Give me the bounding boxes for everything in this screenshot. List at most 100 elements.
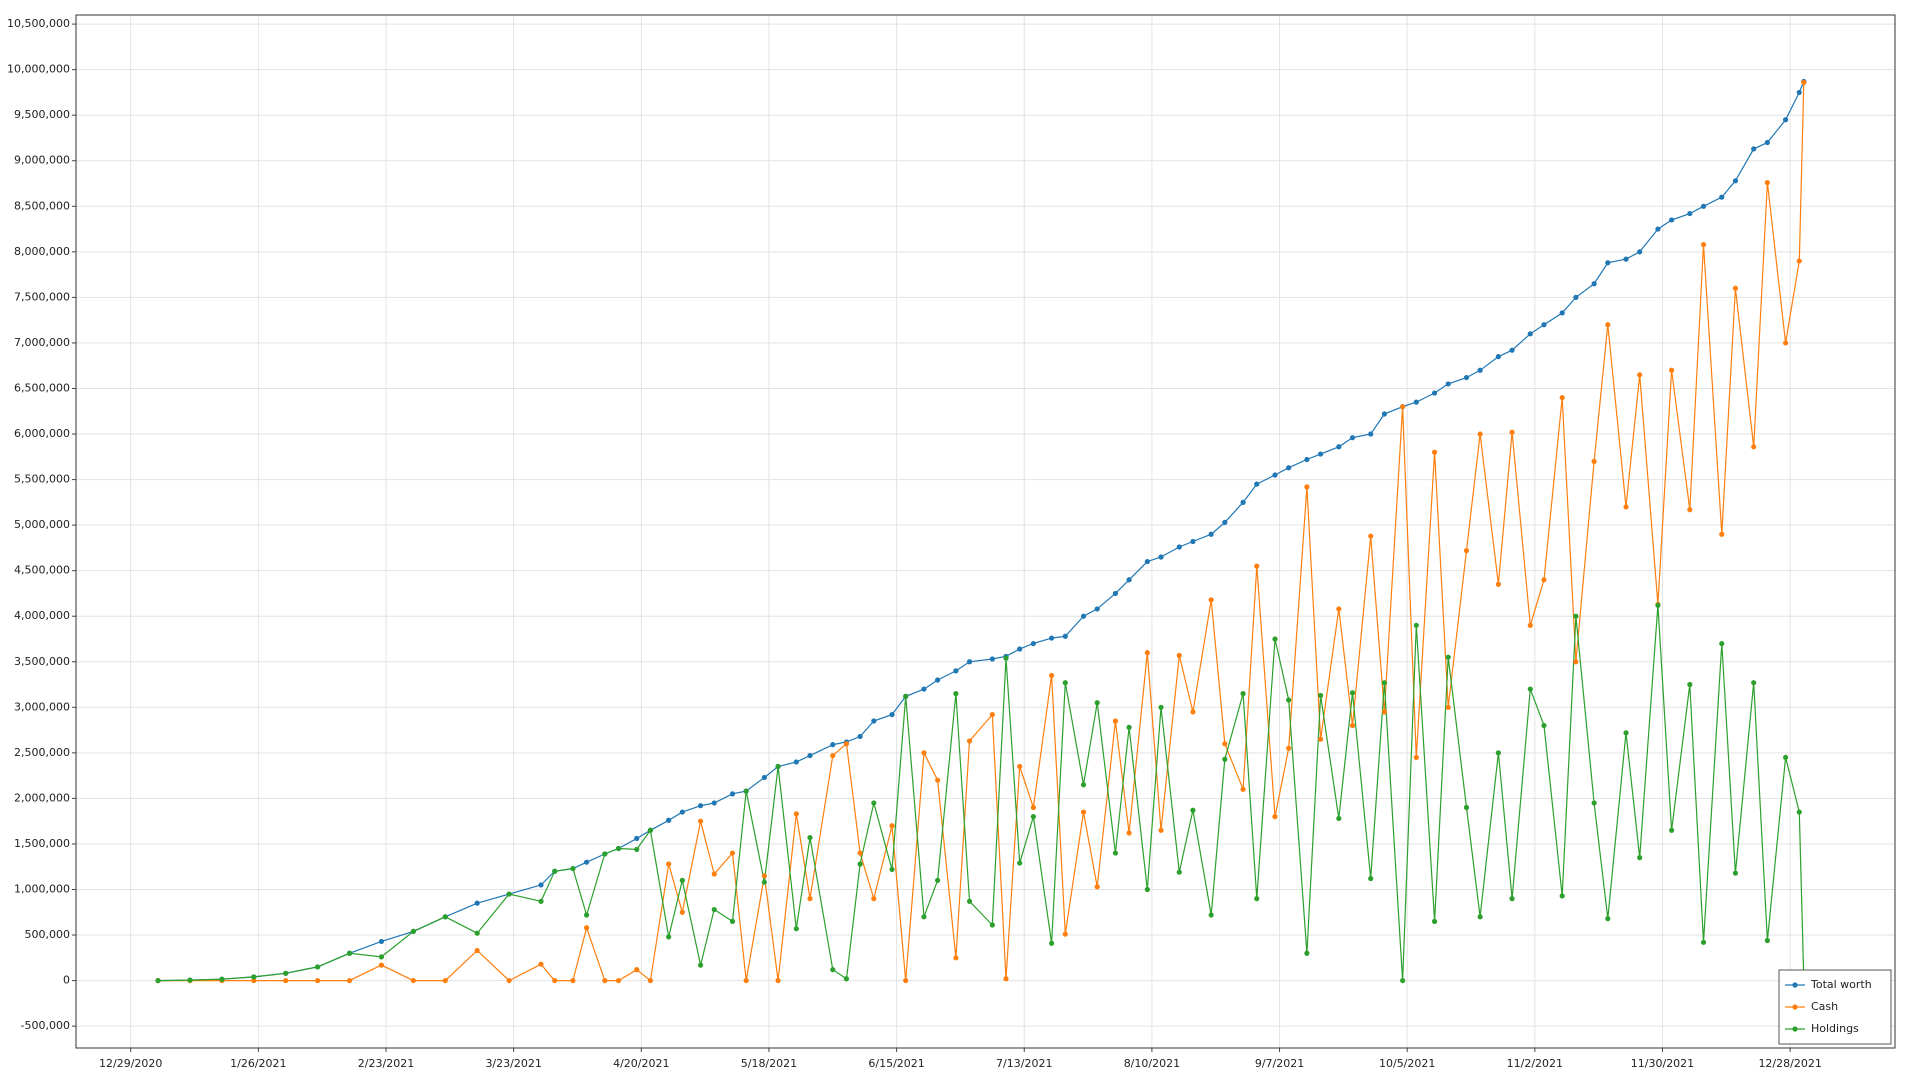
data-point bbox=[1017, 860, 1023, 866]
data-point bbox=[843, 976, 850, 982]
y-tick-label: 6,500,000 bbox=[14, 381, 70, 394]
data-point bbox=[1764, 180, 1770, 186]
data-point bbox=[921, 914, 927, 920]
y-tick-label: 5,000,000 bbox=[14, 518, 70, 531]
data-point bbox=[666, 861, 672, 867]
data-point bbox=[857, 850, 863, 856]
data-point bbox=[1541, 322, 1547, 328]
y-tick-label: 1,000,000 bbox=[14, 882, 70, 895]
y-tick-label: 7,000,000 bbox=[14, 336, 70, 349]
data-point bbox=[1445, 381, 1451, 387]
data-point bbox=[1030, 804, 1036, 811]
data-point bbox=[1669, 217, 1675, 223]
data-point bbox=[953, 691, 959, 697]
data-point bbox=[857, 861, 863, 867]
data-point bbox=[1796, 258, 1802, 264]
data-point bbox=[1240, 691, 1246, 697]
data-point bbox=[935, 777, 941, 783]
data-point bbox=[679, 909, 685, 915]
data-point bbox=[1495, 581, 1501, 587]
data-point bbox=[1368, 533, 1374, 539]
data-point bbox=[410, 977, 416, 984]
data-point bbox=[679, 809, 685, 815]
x-tick-label: 9/7/2021 bbox=[1255, 1057, 1304, 1070]
data-point bbox=[1126, 830, 1132, 836]
data-point bbox=[775, 977, 781, 984]
data-point bbox=[1637, 855, 1643, 861]
x-tick-label: 7/13/2021 bbox=[996, 1057, 1052, 1070]
y-tick-label: 500,000 bbox=[25, 928, 71, 941]
data-point bbox=[442, 914, 448, 920]
x-tick-label: 8/10/2021 bbox=[1124, 1057, 1180, 1070]
data-point bbox=[634, 835, 640, 842]
data-point bbox=[1732, 870, 1739, 876]
data-point bbox=[1304, 456, 1310, 463]
data-point bbox=[830, 752, 836, 759]
y-tick-label: 8,000,000 bbox=[14, 245, 70, 258]
data-point bbox=[935, 877, 941, 883]
data-point bbox=[1317, 736, 1324, 742]
data-point bbox=[1381, 411, 1388, 417]
data-point bbox=[1222, 741, 1228, 747]
data-point bbox=[1240, 499, 1246, 505]
data-point bbox=[1623, 256, 1629, 262]
y-tick-label: 10,000,000 bbox=[7, 63, 70, 76]
data-point bbox=[1062, 680, 1068, 686]
data-point bbox=[1112, 590, 1119, 597]
data-point bbox=[251, 974, 257, 980]
data-point bbox=[1573, 294, 1579, 300]
legend-label: Holdings bbox=[1811, 1022, 1859, 1035]
data-point bbox=[1317, 692, 1324, 699]
data-point bbox=[1687, 210, 1693, 217]
data-point bbox=[1637, 372, 1643, 378]
legend: Total worth Cash Holdings bbox=[1778, 969, 1892, 1045]
data-point bbox=[1573, 613, 1579, 619]
data-point bbox=[966, 659, 973, 665]
data-point bbox=[1573, 659, 1579, 665]
data-point bbox=[1801, 79, 1807, 86]
y-tick-label: 8,500,000 bbox=[14, 199, 70, 212]
legend-marker bbox=[1792, 1026, 1798, 1032]
data-point bbox=[1700, 241, 1707, 248]
data-point bbox=[1463, 804, 1470, 811]
data-point bbox=[1190, 807, 1196, 813]
data-point bbox=[378, 938, 385, 945]
data-point bbox=[1796, 809, 1802, 815]
y-tick-label: 10,500,000 bbox=[7, 17, 70, 30]
x-tick-label: 3/23/2021 bbox=[485, 1057, 541, 1070]
data-point bbox=[1605, 260, 1611, 266]
data-point bbox=[1719, 531, 1725, 537]
data-point bbox=[1687, 507, 1693, 513]
data-point bbox=[1144, 558, 1150, 565]
data-point bbox=[1272, 636, 1278, 642]
data-point bbox=[761, 774, 767, 781]
data-point bbox=[155, 977, 161, 984]
data-point bbox=[474, 947, 480, 954]
data-point bbox=[666, 934, 672, 940]
data-point bbox=[1003, 976, 1009, 982]
data-point bbox=[807, 752, 813, 759]
data-point bbox=[1732, 178, 1739, 184]
data-point bbox=[1080, 809, 1087, 815]
data-point bbox=[1349, 435, 1356, 441]
data-point bbox=[843, 741, 850, 747]
data-point bbox=[602, 851, 608, 857]
data-point bbox=[1126, 724, 1132, 730]
data-point bbox=[1431, 449, 1438, 455]
data-point bbox=[1349, 722, 1356, 729]
data-point bbox=[615, 977, 622, 984]
data-point bbox=[1158, 704, 1164, 710]
data-point bbox=[538, 961, 544, 967]
y-tick-label: 0 bbox=[63, 974, 70, 987]
data-point bbox=[1381, 680, 1388, 686]
data-point bbox=[187, 977, 193, 983]
data-point bbox=[889, 711, 895, 718]
data-point bbox=[1509, 347, 1515, 353]
data-point bbox=[1655, 226, 1661, 232]
data-point bbox=[871, 896, 877, 902]
data-point bbox=[1445, 654, 1451, 660]
data-point bbox=[1080, 782, 1087, 788]
data-point bbox=[1336, 815, 1342, 822]
data-point bbox=[1304, 950, 1310, 956]
data-point bbox=[966, 738, 973, 744]
